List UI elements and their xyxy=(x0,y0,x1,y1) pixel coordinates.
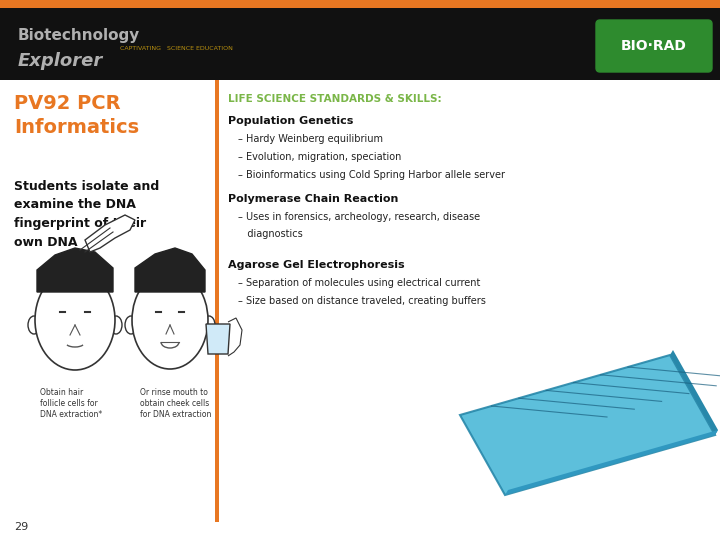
Text: Obtain hair
follicle cells for
DNA extraction*: Obtain hair follicle cells for DNA extra… xyxy=(40,388,102,419)
Text: – Hardy Weinberg equilibrium: – Hardy Weinberg equilibrium xyxy=(238,134,383,144)
Text: LIFE SCIENCE STANDARDS & SKILLS:: LIFE SCIENCE STANDARDS & SKILLS: xyxy=(228,94,441,104)
Text: – Separation of molecules using electrical current: – Separation of molecules using electric… xyxy=(238,278,480,288)
Ellipse shape xyxy=(203,316,215,334)
Text: BIO·RAD: BIO·RAD xyxy=(621,39,687,53)
Text: Or rinse mouth to
obtain cheek cells
for DNA extraction: Or rinse mouth to obtain cheek cells for… xyxy=(140,388,212,419)
Ellipse shape xyxy=(110,316,122,334)
Bar xyxy=(0,0,720,8)
Text: Polymerase Chain Reaction: Polymerase Chain Reaction xyxy=(228,194,398,204)
Text: Biotechnology: Biotechnology xyxy=(18,28,140,43)
Text: Students isolate and
examine the DNA
fingerprint of their
own DNA: Students isolate and examine the DNA fin… xyxy=(14,180,159,248)
Text: diagnostics: diagnostics xyxy=(238,229,302,239)
Ellipse shape xyxy=(28,316,40,334)
Bar xyxy=(0,8,720,80)
Ellipse shape xyxy=(125,316,137,334)
Ellipse shape xyxy=(35,270,115,370)
Text: Informatics: Informatics xyxy=(14,118,139,137)
Text: – Evolution, migration, speciation: – Evolution, migration, speciation xyxy=(238,152,401,162)
Text: Explorer: Explorer xyxy=(18,52,103,70)
Polygon shape xyxy=(460,355,715,495)
Text: PV92 PCR: PV92 PCR xyxy=(14,94,121,113)
Text: 29: 29 xyxy=(14,522,28,532)
Text: CAPTIVATING   SCIENCE EDUCATION: CAPTIVATING SCIENCE EDUCATION xyxy=(120,46,233,51)
Text: Population Genetics: Population Genetics xyxy=(228,116,354,126)
Bar xyxy=(215,80,219,522)
FancyBboxPatch shape xyxy=(596,20,712,72)
Ellipse shape xyxy=(132,271,208,369)
Polygon shape xyxy=(505,430,718,495)
Polygon shape xyxy=(135,248,205,292)
Polygon shape xyxy=(206,324,230,354)
Polygon shape xyxy=(37,248,113,292)
Polygon shape xyxy=(670,350,718,435)
Bar xyxy=(0,80,720,540)
Text: – Uses in forensics, archeology, research, disease: – Uses in forensics, archeology, researc… xyxy=(238,212,480,222)
Text: – Size based on distance traveled, creating buffers: – Size based on distance traveled, creat… xyxy=(238,296,486,306)
Text: Agarose Gel Electrophoresis: Agarose Gel Electrophoresis xyxy=(228,260,405,270)
Polygon shape xyxy=(85,215,135,252)
Text: – Bioinformatics using Cold Spring Harbor allele server: – Bioinformatics using Cold Spring Harbo… xyxy=(238,170,505,180)
